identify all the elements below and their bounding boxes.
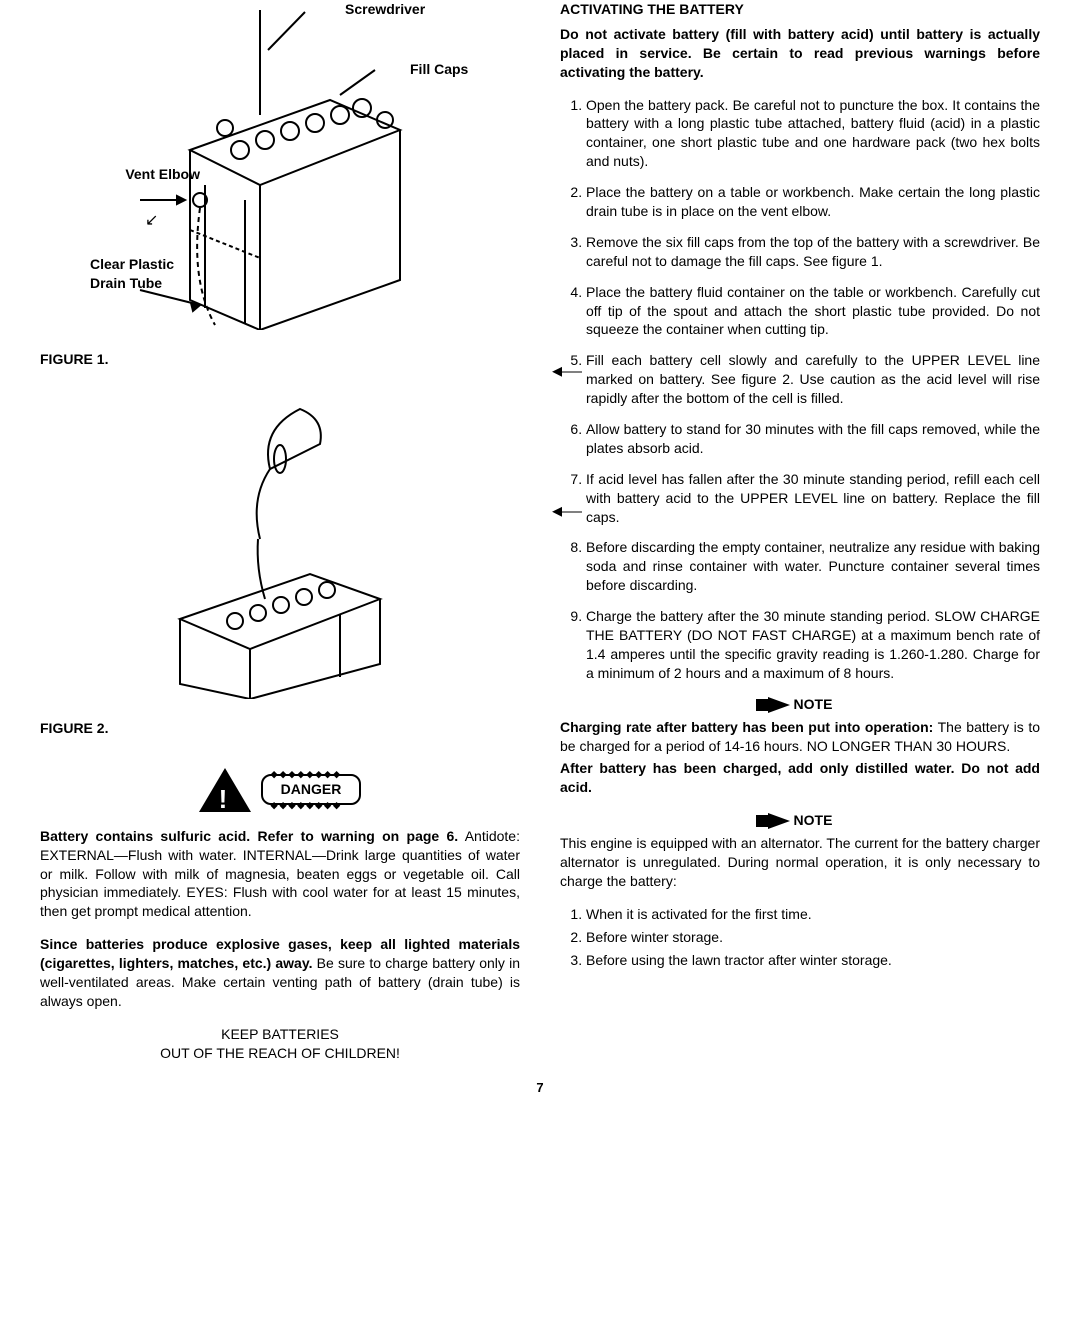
step-item: Remove the six fill caps from the top of… [586,233,1040,271]
note-1: Charging rate after battery has been put… [560,718,1040,756]
label-clear-tube: Clear Plastic Drain Tube [90,255,200,293]
danger-p1-bold: Battery contains sulfuric acid. Refer to… [40,828,458,844]
step-item: Charge the battery after the 30 minute s… [586,607,1040,683]
note1-bold2: After battery has been charged, add only… [560,759,1040,797]
note1-bold: Charging rate after battery has been put… [560,719,933,735]
note2-item: Before using the lawn tractor after wint… [586,951,1040,970]
intro-warning: Do not activate battery (fill with batte… [560,25,1040,82]
danger-bubble: DANGER [261,774,362,805]
danger-para-1: Battery contains sulfuric acid. Refer to… [40,827,520,921]
step-item: If acid level has fallen after the 30 mi… [586,470,1040,527]
figure-1-caption: FIGURE 1. [40,350,520,369]
figure-2-svg [150,399,410,699]
label-vent-elbow: Vent Elbow [120,165,200,184]
label-screwdriver: Screwdriver [345,0,425,19]
step-item: Fill each battery cell slowly and carefu… [586,351,1040,408]
figure-1: Screwdriver Fill Caps Vent Elbow ↙ Clear… [40,0,520,340]
note-2-text: This engine is equipped with an alternat… [560,834,1040,891]
note-2-list: When it is activated for the first time.… [560,905,1040,970]
note-word: NOTE [794,812,833,828]
note-arrow-icon [768,813,790,829]
step-item: Place the battery fluid container on the… [586,283,1040,340]
danger-heading: DANGER [40,768,520,812]
reference-arrow-icon: ◂⎯⎯ [552,358,582,385]
note-heading-2: NOTE [560,811,1040,830]
note-arrow-icon [768,697,790,713]
section-title: ACTIVATING THE BATTERY [560,0,1040,19]
keep-batteries-2: OUT OF THE REACH OF CHILDREN! [40,1044,520,1063]
note-word: NOTE [794,696,833,712]
steps-list: Open the battery pack. Be careful not to… [560,96,1040,683]
label-fillcaps: Fill Caps [410,60,468,79]
keep-batteries-1: KEEP BATTERIES [40,1025,520,1044]
step-item: Before discarding the empty container, n… [586,538,1040,595]
figure-2 [40,399,520,709]
step-item: Allow battery to stand for 30 minutes wi… [586,420,1040,458]
step-item: Open the battery pack. Be careful not to… [586,96,1040,172]
reference-arrow-icon: ◂⎯⎯ [552,498,582,525]
note2-item: When it is activated for the first time. [586,905,1040,924]
note-heading-1: NOTE [560,695,1040,714]
step-item: Place the battery on a table or workbenc… [586,183,1040,221]
note2-item: Before winter storage. [586,928,1040,947]
right-column: ◂⎯⎯ ◂⎯⎯ ACTIVATING THE BATTERY Do not ac… [560,0,1040,1063]
figure-2-caption: FIGURE 2. [40,719,520,738]
tick-mark: ↙ [145,210,158,232]
warning-triangle-icon [199,768,251,812]
danger-para-2: Since batteries produce explosive gases,… [40,935,520,1011]
left-column: Screwdriver Fill Caps Vent Elbow ↙ Clear… [40,0,520,1063]
page-number: 7 [40,1079,1040,1097]
